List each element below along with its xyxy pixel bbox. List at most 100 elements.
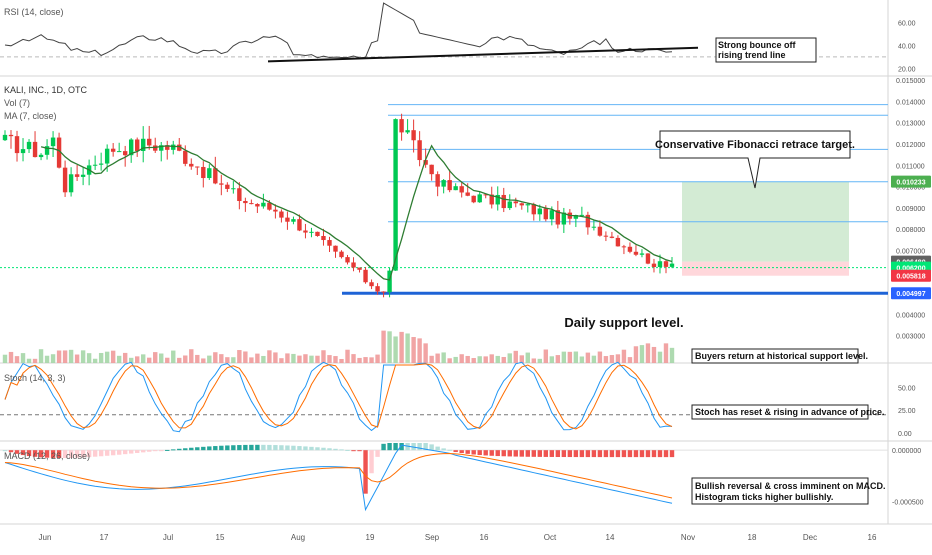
volume-bar xyxy=(279,358,284,363)
macd-histogram-bar xyxy=(86,450,92,458)
macd-histogram-bar xyxy=(128,450,134,454)
macd-histogram-bar xyxy=(393,443,398,451)
volume-bar xyxy=(633,346,639,363)
candle-body xyxy=(183,150,188,164)
volume-bar xyxy=(122,352,128,363)
candle-body xyxy=(489,194,494,205)
macd-histogram-bar xyxy=(441,448,446,451)
price-tick-label: 0.007000 xyxy=(896,249,925,256)
stoch-d-line xyxy=(4,363,673,430)
candle-body xyxy=(279,211,284,218)
macd-histogram-bar xyxy=(621,450,627,458)
macd-histogram-bar xyxy=(513,450,518,457)
volume-annotation: Buyers return at historical support leve… xyxy=(691,348,868,364)
volume-bar xyxy=(285,353,290,363)
macd-histogram-bar xyxy=(501,450,506,457)
macd-histogram-bar xyxy=(147,450,152,452)
macd-histogram-bar xyxy=(171,449,176,451)
macd-histogram-bar xyxy=(321,447,326,451)
price-tag xyxy=(891,175,931,188)
volume-bar xyxy=(80,350,86,363)
macd-histogram-bar xyxy=(74,450,80,458)
macd-histogram-bar xyxy=(333,448,338,451)
macd-histogram-bar xyxy=(429,444,434,451)
macd-histogram-bar xyxy=(597,450,603,458)
volume-bar xyxy=(2,354,8,363)
candle-body xyxy=(50,137,56,147)
macd-histogram-bar xyxy=(543,450,549,457)
volume-bar xyxy=(435,353,440,363)
macd-histogram-bar xyxy=(507,450,512,457)
macd-histogram-bar xyxy=(20,450,26,456)
macd-histogram-bar xyxy=(375,450,380,457)
fib-annotation: Conservative Fibonacci retrace target. xyxy=(655,130,855,189)
candle-body xyxy=(20,149,26,154)
macd-histogram-bar xyxy=(477,450,482,456)
price-tag-label: 0.006200 xyxy=(896,266,925,273)
candle-body xyxy=(321,236,326,241)
macd-histogram-bar xyxy=(165,449,170,451)
volume-bar xyxy=(32,358,38,363)
candle-body xyxy=(171,144,176,150)
macd-histogram-bar xyxy=(285,445,290,451)
macd-histogram-bar xyxy=(399,443,404,451)
candle-body xyxy=(381,291,386,293)
volume-bar xyxy=(267,350,272,363)
volume-bar xyxy=(20,353,26,363)
macd-histogram-bar xyxy=(657,450,663,458)
macd-histogram-bar xyxy=(663,450,669,458)
volume-bar xyxy=(543,349,549,363)
candle-body xyxy=(141,138,146,151)
volume-bar xyxy=(309,355,314,363)
rsi-tick-label: 40.00 xyxy=(898,43,916,50)
macd-histogram-bar xyxy=(591,450,597,458)
macd-histogram-bar xyxy=(645,450,651,458)
candle-body xyxy=(429,164,434,175)
volume-bar xyxy=(387,331,392,363)
volume-bar xyxy=(104,351,110,363)
candle-body xyxy=(327,240,332,246)
candle-body xyxy=(291,219,296,222)
candle-body xyxy=(585,214,591,228)
volume-bar xyxy=(657,351,663,363)
candle-body xyxy=(345,257,350,263)
volume-bar xyxy=(26,358,32,363)
macd-histogram-bar xyxy=(567,450,573,458)
candle-body xyxy=(116,151,122,153)
volume-bar xyxy=(14,356,20,363)
macd-histogram-bar xyxy=(315,447,320,451)
candle-body xyxy=(615,237,621,247)
candle-body xyxy=(447,180,452,191)
macd-histogram-bar xyxy=(14,450,20,454)
candle-body xyxy=(134,139,140,151)
candle-body xyxy=(603,235,609,237)
candle-body xyxy=(189,163,194,167)
macd-histogram-bar xyxy=(483,450,488,456)
candle-body xyxy=(273,209,278,212)
macd-histogram-bar xyxy=(339,449,344,451)
macd-histogram-bar xyxy=(201,446,206,451)
macd-histogram-bar xyxy=(447,449,452,451)
volume-bar xyxy=(585,352,591,363)
candle-body xyxy=(303,230,308,233)
macd-histogram-bar xyxy=(525,450,530,457)
candle-body xyxy=(471,195,476,203)
stoch-label: Stoch (14, 3, 3) xyxy=(4,373,66,383)
volume-bar xyxy=(297,355,302,363)
candle-body xyxy=(285,217,290,222)
macd-histogram-bar xyxy=(50,450,56,458)
macd-annotation: Bullish reversal & cross imminent on MAC… xyxy=(691,477,886,505)
candle-body xyxy=(44,146,50,155)
macd-histogram-bar xyxy=(357,450,362,452)
price-tick-label: 0.014000 xyxy=(896,99,925,106)
candle-body xyxy=(128,139,134,156)
volume-bar xyxy=(405,333,410,363)
volume-bar xyxy=(465,355,470,363)
volume-bar xyxy=(567,351,573,363)
macd-histogram-bar xyxy=(207,446,212,451)
volume-bar xyxy=(291,353,296,363)
candle-body xyxy=(477,194,482,203)
candle-body xyxy=(297,219,302,231)
macd-histogram-bar xyxy=(80,450,86,458)
candle-body xyxy=(651,263,657,267)
